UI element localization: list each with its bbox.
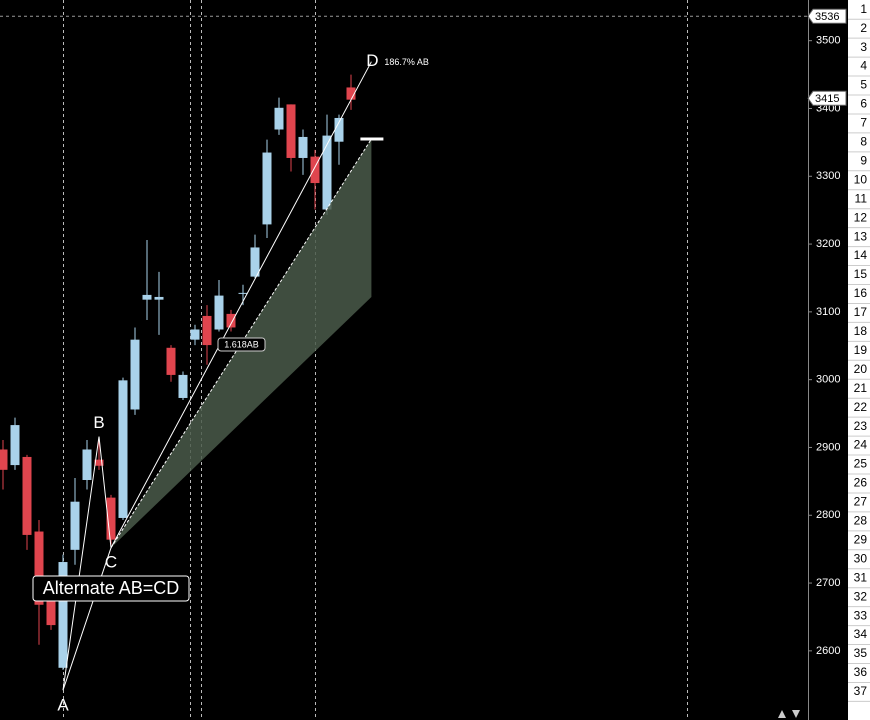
y-tick-label: 3300 (816, 170, 840, 182)
row-number: 28 (854, 514, 868, 528)
candle-body (286, 104, 296, 158)
row-number: 16 (854, 286, 868, 300)
candle-body (154, 296, 164, 300)
candle-body (346, 87, 356, 100)
extension-label: 1.618AB (224, 339, 259, 349)
candle-body (34, 531, 44, 605)
row-number: 2 (860, 21, 867, 35)
row-number: 30 (854, 551, 868, 565)
candle-body (262, 152, 272, 225)
candle-body (214, 295, 224, 330)
row-number: 27 (854, 495, 868, 509)
candle-body (10, 425, 20, 466)
row-number: 7 (860, 116, 867, 130)
row-number: 15 (854, 267, 868, 281)
row-number: 9 (860, 153, 867, 167)
candle-body (190, 329, 200, 340)
pattern-name-box: Alternate AB=CD (32, 575, 190, 602)
extension-label-box: 1.618AB (217, 337, 266, 352)
candle-body (94, 459, 104, 466)
row-number: 19 (854, 343, 868, 357)
row-number: 26 (854, 476, 868, 490)
row-number: 20 (854, 362, 868, 376)
y-tick-label: 2900 (816, 441, 840, 453)
y-tick-label: 3100 (816, 306, 840, 318)
y-tick-label: 3000 (816, 374, 840, 386)
row-number: 36 (854, 665, 868, 679)
y-tick-label: 3200 (816, 238, 840, 250)
scroll-arrows[interactable] (778, 710, 800, 718)
row-number: 6 (860, 97, 867, 111)
candle-body (118, 380, 128, 518)
row-number: 14 (854, 248, 868, 262)
candle-body (46, 597, 56, 626)
row-number: 23 (854, 419, 868, 433)
point-label: C (105, 552, 117, 571)
point-label: A (57, 696, 69, 715)
row-number: 18 (854, 324, 868, 338)
time-grid (63, 0, 688, 720)
candle-body (322, 135, 332, 210)
row-number: 29 (854, 532, 868, 546)
label-box (217, 337, 266, 352)
candle-body (0, 449, 8, 470)
pattern-name: Alternate AB=CD (43, 578, 180, 598)
candle-body (334, 117, 344, 142)
price-tag (807, 8, 847, 24)
y-tick-label: 3500 (816, 35, 840, 47)
arrow-up[interactable] (778, 710, 786, 718)
pattern-line (62, 61, 372, 691)
row-number: 25 (854, 457, 868, 471)
candle-body (226, 313, 236, 328)
row-number: 8 (860, 135, 867, 149)
row-number: 5 (860, 78, 867, 92)
price-tag-label: 3536 (815, 11, 839, 23)
label-box (32, 575, 190, 602)
candle-body (142, 294, 152, 300)
candle-body (202, 315, 212, 346)
candle-body (82, 449, 92, 480)
price-tag-label: 3415 (815, 93, 839, 105)
candle-body (130, 339, 140, 410)
row-number: 37 (854, 684, 868, 698)
row-number: 4 (860, 59, 867, 73)
candle-body (178, 374, 188, 398)
y-tick-label: 2600 (816, 645, 840, 657)
row-number: 24 (854, 438, 868, 452)
row-number: 11 (855, 191, 868, 205)
candle-body (250, 247, 260, 277)
candle-body (274, 107, 284, 130)
y-tick-label: 2800 (816, 509, 840, 521)
candle-body (238, 292, 248, 294)
row-number: 35 (854, 646, 868, 660)
row-number: 33 (854, 608, 868, 622)
row-number: 34 (854, 627, 868, 641)
candle-body (310, 156, 320, 184)
row-number: 12 (854, 210, 868, 224)
candle-body (298, 136, 308, 158)
row-number: 13 (854, 229, 868, 243)
point-label: B (93, 413, 104, 432)
pattern-line (62, 547, 112, 691)
row-number: 21 (854, 381, 868, 395)
candle-body (106, 497, 116, 540)
point-label: D (366, 51, 378, 70)
row-number: 1 (860, 2, 867, 16)
price-tag (807, 90, 847, 106)
candle-body (58, 562, 68, 668)
row-number: 22 (854, 400, 868, 414)
row-number: 31 (854, 570, 868, 584)
row-number: 32 (854, 589, 868, 603)
row-number: 3 (860, 40, 867, 54)
row-number: 10 (854, 172, 868, 186)
y-tick-label: 2700 (816, 577, 840, 589)
candle-body (70, 501, 80, 550)
arrow-down[interactable] (792, 710, 800, 718)
candle-body (166, 347, 176, 375)
row-number: 17 (854, 305, 868, 319)
d-label: 186.7% AB (384, 57, 429, 67)
candle-body (22, 456, 32, 535)
